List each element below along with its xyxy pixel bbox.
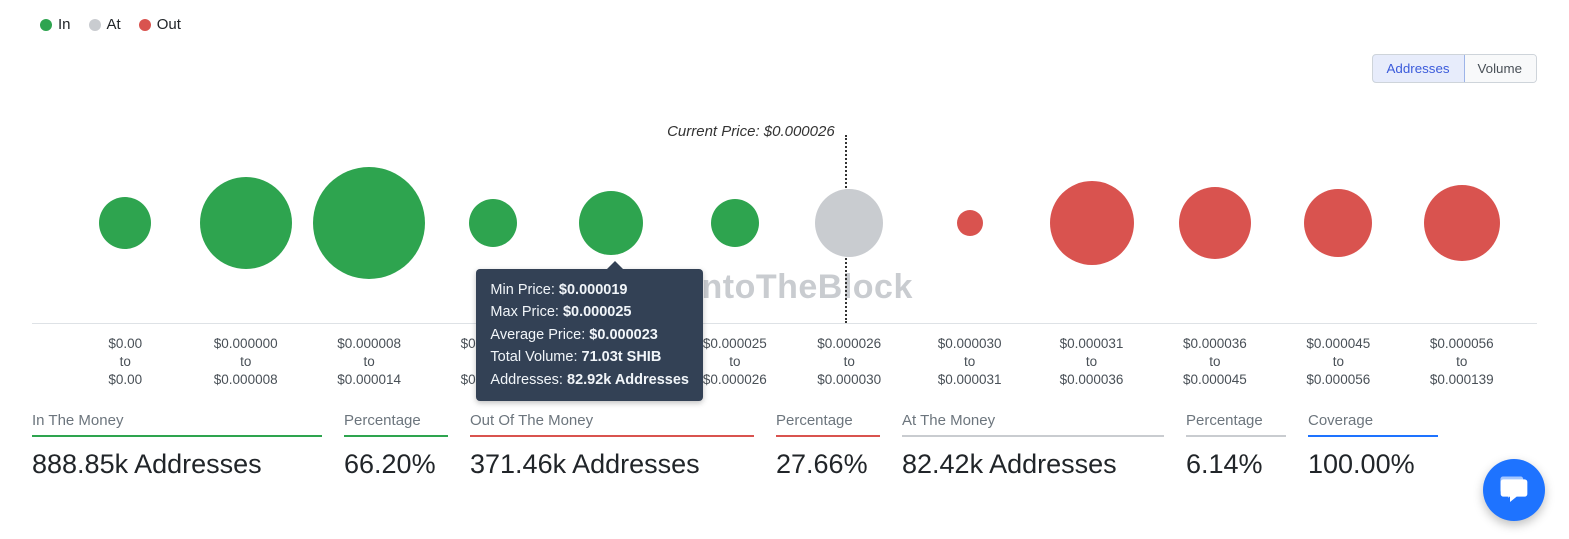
legend-dot-at [89,19,101,31]
x-axis-label: $0.000036to$0.000045 [1160,335,1270,390]
stat-block: Coverage 100.00% [1308,412,1438,480]
tooltip-row: Max Price: $0.000025 [490,301,689,323]
x-axis-label: $0.000026to$0.000030 [794,335,904,390]
tooltip-row: Min Price: $0.000019 [490,279,689,301]
legend-dot-out [139,19,151,31]
bubble[interactable] [1050,181,1134,265]
stat-block: At The Money 82.42k Addresses [902,412,1164,480]
metric-toggle: Addresses Volume [1372,54,1537,83]
x-axis-labels: $0.00to$0.00$0.000000to$0.000008$0.00000… [32,335,1537,393]
bubble-col[interactable] [1179,123,1251,323]
tooltip-row: Total Volume: 71.03t SHIB [490,346,689,368]
bubble-col[interactable] [711,123,759,323]
bubble[interactable] [957,210,983,236]
bubble[interactable] [313,167,425,279]
stat-value: 66.20% [344,449,448,480]
stat-block: In The Money 888.85k Addresses [32,412,322,480]
legend-dot-in [40,19,52,31]
toggle-volume-button[interactable]: Volume [1464,55,1536,82]
bubble[interactable] [815,189,883,257]
chat-fab-button[interactable] [1483,459,1545,521]
x-axis-label: $0.000030to$0.000031 [915,335,1025,390]
stat-block: Percentage 27.66% [776,412,880,480]
bubble-col[interactable] [815,123,883,323]
stat-value: 371.46k Addresses [470,449,754,480]
x-axis-label: $0.00to$0.00 [70,335,180,390]
legend: In At Out [40,16,1537,33]
stat-block: Out Of The Money 371.46k Addresses [470,412,754,480]
stat-label: Percentage [776,412,880,437]
bubble[interactable] [579,191,643,255]
iomap-bubble-chart: IntoTheBlock Current Price: $0.000026 $0… [32,123,1537,393]
legend-item-in[interactable]: In [40,16,71,33]
x-axis-label: $0.000008to$0.000014 [314,335,424,390]
legend-label-at: At [107,16,121,33]
bubble-col[interactable] [313,123,425,323]
stat-value: 6.14% [1186,449,1286,480]
bubble[interactable] [469,199,517,247]
bubble-col[interactable] [1304,123,1372,323]
bubble-col[interactable] [99,123,151,323]
stat-block: Percentage 66.20% [344,412,448,480]
chat-icon [1498,474,1530,506]
tooltip-row: Average Price: $0.000023 [490,324,689,346]
stat-value: 82.42k Addresses [902,449,1164,480]
x-axis-label: $0.000056to$0.000139 [1407,335,1517,390]
bubble-col[interactable] [1424,123,1500,323]
stat-label: In The Money [32,412,322,437]
stat-label: Percentage [344,412,448,437]
bubble[interactable] [1424,185,1500,261]
summary-stats: In The Money 888.85k Addresses Percentage 6… [32,412,1537,480]
x-axis-label: $0.000045to$0.000056 [1283,335,1393,390]
x-axis-line [32,323,1537,324]
stat-label: Coverage [1308,412,1438,437]
x-axis-label: $0.000000to$0.000008 [191,335,301,390]
bubble-col[interactable] [200,123,292,323]
bubble-col[interactable] [1050,123,1134,323]
bubble[interactable] [1179,187,1251,259]
legend-label-out: Out [157,16,181,33]
stat-label: At The Money [902,412,1164,437]
bubble[interactable] [99,197,151,249]
legend-label-in: In [58,16,71,33]
legend-item-at[interactable]: At [89,16,121,33]
bubble[interactable] [711,199,759,247]
bubble[interactable] [200,177,292,269]
bubble-row [32,123,1537,323]
bubble[interactable] [1304,189,1372,257]
legend-item-out[interactable]: Out [139,16,181,33]
stat-label: Percentage [1186,412,1286,437]
toggle-addresses-button[interactable]: Addresses [1372,54,1465,83]
stat-value: 888.85k Addresses [32,449,322,480]
tooltip-row: Addresses: 82.92k Addresses [490,369,689,391]
x-axis-label: $0.000031to$0.000036 [1037,335,1147,390]
stat-value: 100.00% [1308,449,1438,480]
stat-label: Out Of The Money [470,412,754,437]
bubble-tooltip: Min Price: $0.000019Max Price: $0.000025… [476,269,703,401]
stat-block: Percentage 6.14% [1186,412,1286,480]
bubble-col[interactable] [957,123,983,323]
stat-value: 27.66% [776,449,880,480]
